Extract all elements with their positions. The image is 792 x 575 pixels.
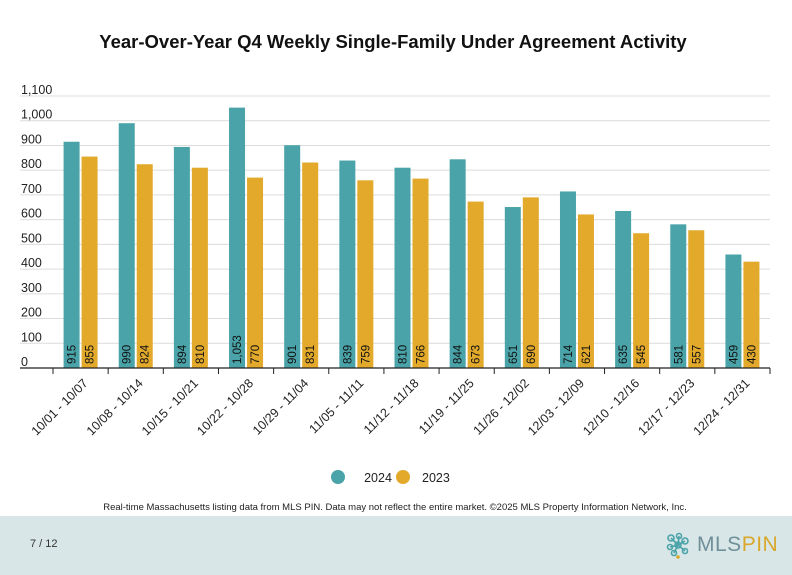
data-label: 844 (453, 344, 465, 364)
bar-2023 (247, 177, 264, 368)
bar-2024 (504, 207, 521, 368)
logo-text-pin: PIN (741, 533, 779, 556)
legend-label-2024: 2024 (364, 471, 392, 485)
data-label: 855 (85, 345, 97, 364)
data-label: 714 (563, 344, 575, 364)
y-tick-label: 800 (21, 157, 42, 171)
y-tick-label: 1,100 (21, 83, 52, 97)
x-tick-label: 12/10 - 12/16 (580, 376, 642, 438)
legend-label-2023: 2023 (422, 471, 450, 485)
y-tick-label: 500 (21, 231, 42, 245)
bar-2023 (522, 197, 539, 368)
data-label: 901 (287, 345, 299, 364)
x-tick-label: 11/12 - 11/18 (361, 376, 422, 437)
bar-2023 (81, 156, 98, 368)
mls-pin-logo-icon (666, 532, 689, 559)
bar-2023 (633, 233, 650, 368)
data-label: 430 (746, 345, 758, 364)
data-label: 759 (360, 345, 372, 364)
bar-2024 (229, 107, 246, 368)
data-label: 673 (471, 345, 483, 364)
bar-2024 (725, 254, 742, 368)
data-label: 459 (728, 345, 740, 364)
y-tick-label: 600 (21, 207, 42, 221)
bar-2024 (559, 191, 576, 368)
bar-2023 (357, 180, 374, 368)
bar-2024 (118, 123, 135, 368)
mls-pin-logo: MLSPIN (664, 530, 778, 560)
y-tick-label: 900 (21, 132, 42, 146)
y-tick-label: 700 (21, 182, 42, 196)
bar-2023 (136, 164, 153, 368)
bar-2023 (191, 167, 208, 368)
bar-2024 (670, 224, 687, 368)
bars: 915 855 990 824 894 810 1,053 770 901 831 839 759 81… (63, 107, 760, 368)
bar-2024 (173, 146, 190, 368)
data-label: 824 (140, 344, 152, 364)
page-number: 7 / 12 (30, 538, 58, 550)
x-tick-label: 11/19 - 11/25 (416, 376, 477, 437)
x-tick-label: 12/17 - 12/23 (635, 376, 697, 438)
data-label: 831 (305, 345, 317, 364)
y-tick-label: 100 (21, 330, 42, 344)
data-label: 839 (342, 345, 354, 364)
data-label: 810 (195, 345, 207, 364)
bar-2024 (615, 210, 632, 368)
bar-2024 (284, 145, 301, 368)
y-tick-label: 1,000 (21, 108, 52, 122)
data-label: 690 (526, 345, 538, 364)
data-label: 651 (508, 345, 520, 364)
data-label: 990 (122, 345, 134, 364)
y-tick-label: 400 (21, 256, 42, 270)
legend-swatch-2024 (331, 470, 345, 484)
bar-2023 (467, 201, 484, 368)
bar-2023 (302, 162, 319, 368)
data-label: 621 (581, 345, 593, 364)
x-tick-label: 12/24 - 12/31 (691, 376, 753, 438)
x-tick-label: 11/26 - 12/02 (471, 376, 532, 437)
chart: Year-Over-Year Q4 Weekly Single-Family U… (20, 31, 771, 513)
x-tick-label: 12/03 - 12/09 (525, 376, 587, 438)
data-label: 810 (398, 345, 410, 364)
data-label: 915 (67, 345, 79, 364)
logo-text-mls: MLS (697, 533, 742, 556)
data-label: 894 (177, 344, 189, 364)
bar-2024 (449, 159, 466, 368)
bar-2023 (688, 230, 705, 368)
data-label: 770 (250, 345, 262, 364)
data-label: 557 (691, 345, 703, 364)
data-label: 581 (673, 345, 685, 364)
y-tick-label: 200 (21, 306, 42, 320)
x-tick-label: 10/29 - 11/04 (250, 376, 311, 437)
data-label: 1,053 (232, 335, 244, 364)
y-tick-label: 300 (21, 281, 42, 295)
x-tick-label: 10/01 - 10/07 (29, 376, 91, 438)
bar-2023 (412, 178, 429, 368)
bar-2024 (339, 160, 356, 368)
data-label: 635 (618, 345, 630, 364)
bar-2023 (577, 214, 594, 368)
x-axis (20, 367, 771, 374)
footer-bar: 7 / 12 MLSPIN (0, 516, 792, 575)
bar-2024 (394, 167, 411, 368)
x-tick-label: 10/15 - 10/21 (139, 376, 201, 438)
footnote: Real-time Massachusetts listing data fro… (103, 502, 687, 513)
bar-2023 (743, 261, 760, 368)
x-tick-label: 11/05 - 11/11 (306, 376, 366, 436)
y-axis-ticks: 0 100 200 300 400 500 600 700 800 900 1,000 1,100 (21, 83, 52, 369)
x-tick-label: 10/08 - 10/14 (84, 376, 146, 438)
legend-swatch-2023 (396, 470, 410, 484)
x-tick-label: 10/22 - 10/28 (194, 376, 256, 438)
bar-2024 (63, 141, 80, 368)
legend: 2024 2023 (331, 470, 450, 485)
data-label: 766 (416, 345, 428, 364)
chart-title: Year-Over-Year Q4 Weekly Single-Family U… (99, 31, 687, 52)
y-tick-label: 0 (21, 355, 28, 369)
data-label: 545 (636, 345, 648, 364)
